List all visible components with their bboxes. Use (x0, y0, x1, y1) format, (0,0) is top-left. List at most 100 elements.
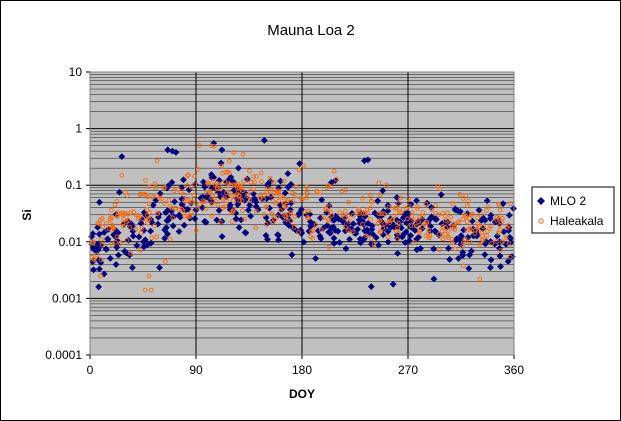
point-haleakala (394, 236, 400, 242)
point-mlo-2 (504, 258, 512, 265)
point-haleakala (108, 207, 114, 213)
legend-label-mlo-2: MLO 2 (550, 194, 586, 208)
point-haleakala (449, 237, 455, 242)
point-mlo-2 (487, 264, 494, 272)
point-haleakala (117, 241, 123, 246)
point-haleakala (259, 179, 264, 184)
point-haleakala (451, 221, 457, 226)
point-mlo-2 (330, 234, 338, 242)
point-mlo-2 (88, 233, 95, 241)
point-mlo-2 (497, 263, 504, 270)
point-haleakala (443, 225, 449, 231)
point-haleakala (506, 240, 512, 246)
point-haleakala (243, 176, 249, 182)
point-haleakala (346, 228, 351, 234)
point-haleakala (420, 214, 425, 220)
point-mlo-2 (235, 224, 243, 231)
point-haleakala (120, 210, 126, 216)
point-haleakala (157, 195, 162, 201)
point-haleakala (452, 246, 458, 252)
point-mlo-2 (431, 227, 439, 235)
point-haleakala (360, 196, 365, 201)
point-mlo-2 (465, 265, 473, 272)
point-haleakala (143, 287, 148, 293)
point-haleakala (477, 242, 483, 248)
point-haleakala (270, 198, 276, 204)
point-haleakala (379, 211, 384, 216)
point-mlo-2 (110, 231, 118, 239)
point-haleakala (440, 211, 446, 216)
point-haleakala (254, 174, 259, 179)
point-mlo-2 (393, 194, 401, 201)
point-haleakala (339, 188, 345, 194)
point-haleakala (288, 209, 294, 215)
point-haleakala (209, 201, 214, 207)
point-haleakala (263, 204, 269, 210)
point-haleakala (371, 242, 377, 247)
point-mlo-2 (225, 175, 233, 183)
point-haleakala (304, 189, 310, 194)
point-mlo-2 (413, 197, 420, 204)
point-mlo-2 (394, 249, 401, 257)
point-haleakala (232, 194, 238, 200)
point-haleakala (253, 208, 259, 214)
point-haleakala (241, 179, 246, 185)
point-mlo-2 (164, 207, 172, 214)
point-mlo-2 (505, 227, 512, 234)
point-mlo-2 (348, 225, 355, 233)
point-mlo-2 (178, 195, 186, 203)
point-haleakala (283, 204, 289, 210)
point-haleakala (368, 205, 374, 211)
point-haleakala (494, 239, 499, 244)
point-haleakala (187, 213, 193, 218)
point-haleakala (109, 222, 115, 228)
point-haleakala (508, 201, 513, 206)
point-haleakala (209, 195, 215, 201)
point-haleakala (499, 239, 505, 245)
point-mlo-2 (191, 180, 199, 188)
point-haleakala (195, 166, 201, 172)
point-mlo-2 (288, 251, 296, 259)
point-mlo-2 (365, 229, 372, 237)
point-haleakala (461, 240, 466, 245)
point-haleakala (226, 181, 232, 187)
point-haleakala (263, 221, 269, 227)
point-mlo-2 (430, 245, 438, 253)
point-mlo-2 (233, 195, 241, 203)
point-haleakala (467, 239, 473, 245)
point-haleakala (447, 220, 453, 226)
point-haleakala (487, 226, 493, 232)
point-mlo-2 (95, 283, 103, 291)
point-haleakala (443, 213, 448, 219)
point-mlo-2 (483, 197, 491, 205)
point-haleakala (381, 211, 386, 217)
point-mlo-2 (399, 214, 407, 222)
point-haleakala (90, 240, 95, 246)
point-mlo-2 (486, 215, 494, 222)
point-haleakala (281, 178, 287, 184)
point-haleakala (378, 229, 383, 234)
point-haleakala (466, 198, 471, 204)
point-haleakala (189, 209, 194, 215)
point-haleakala (427, 233, 433, 238)
point-haleakala (412, 240, 417, 245)
point-haleakala (365, 210, 370, 216)
y-tick-label: 0.0001 (45, 348, 82, 362)
point-haleakala (368, 217, 373, 222)
point-mlo-2 (367, 283, 375, 290)
point-haleakala (313, 222, 319, 228)
point-haleakala (494, 215, 500, 220)
point-haleakala (135, 216, 141, 221)
legend: MLO 2 Haleakala (531, 186, 615, 234)
point-haleakala (133, 212, 139, 218)
point-mlo-2 (240, 192, 247, 200)
point-mlo-2 (168, 178, 176, 186)
point-mlo-2 (156, 264, 163, 272)
point-haleakala (139, 225, 145, 231)
point-haleakala (443, 218, 448, 224)
point-mlo-2 (161, 226, 169, 234)
point-haleakala (342, 215, 347, 220)
point-mlo-2 (164, 182, 172, 190)
point-mlo-2 (120, 220, 128, 228)
point-mlo-2 (357, 239, 365, 247)
